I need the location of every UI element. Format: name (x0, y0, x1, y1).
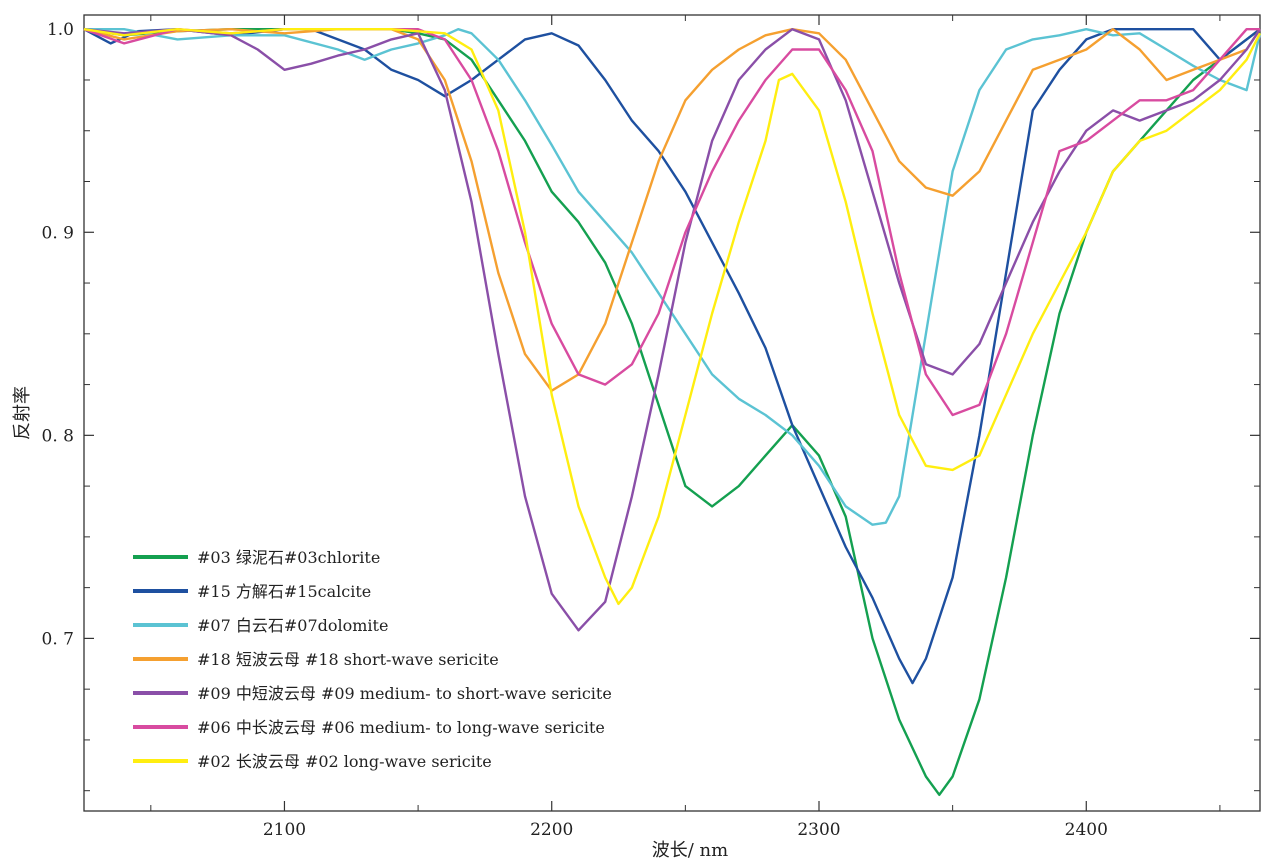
series-line-7 (83, 28, 1262, 606)
series-line-5 (83, 28, 1262, 632)
legend-label: #07 白云石#07dolomite (197, 616, 388, 635)
series-line-4 (83, 28, 1262, 392)
legend-label: #15 方解石#15calcite (197, 582, 371, 601)
legend: #03 绿泥石#03chlorite #15 方解石#15calcite #07 白… (133, 548, 612, 771)
legend-label: #03 绿泥石#03chlorite (197, 548, 380, 567)
x-tick-label: 2200 (530, 820, 573, 840)
x-axis-title: 波长/ nm (652, 840, 728, 861)
series-line-3 (84, 28, 1262, 526)
legend-label: #06 中长波云母 #06 medium- to long-wave seric… (197, 718, 605, 737)
x-tick-label: 2400 (1065, 820, 1108, 840)
series-line-6 (83, 28, 1260, 417)
plot-frame (83, 14, 1261, 812)
legend-label: #09 中短波云母 #09 medium- to short-wave seri… (197, 684, 612, 703)
y-tick-label: 1.0 (47, 20, 74, 40)
legend-label: #02 长波云母 #02 long-wave sericite (197, 752, 492, 771)
x-tick-label: 2100 (263, 820, 306, 840)
y-tick-label: 0. 7 (42, 629, 74, 649)
y-axis-title: 反射率 (12, 386, 33, 440)
x-axis-ticks: 2100 2200 2300 2400 (150, 15, 1221, 840)
y-tick-label: 0. 8 (42, 426, 74, 446)
series-lines (83, 28, 1262, 796)
x-tick-label: 2300 (797, 820, 840, 840)
series-line-1 (83, 28, 1261, 796)
legend-label: #18 短波云母 #18 short-wave sericite (197, 650, 499, 669)
y-axis-ticks: 1.0 0. 9 0. 8 0. 7 (42, 20, 1260, 792)
y-tick-label: 0. 9 (42, 223, 74, 243)
